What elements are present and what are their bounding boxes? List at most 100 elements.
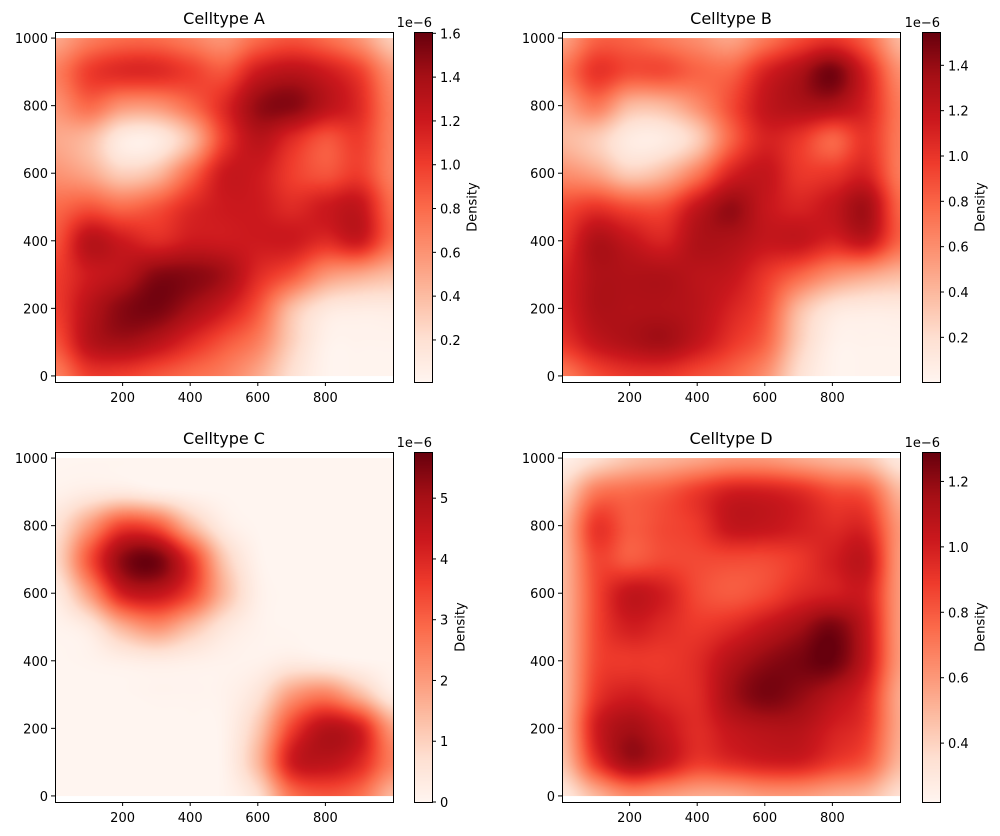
x-tick-label: 800	[820, 811, 845, 826]
subplot-title: Celltype B	[690, 9, 772, 28]
x-tick-label: 600	[752, 391, 777, 406]
subplot-celltype-b: Celltype B 200 400 600 800 0 200 400 600 800 1000 0…	[522, 9, 989, 406]
subplot-title: Celltype C	[183, 429, 265, 448]
y-tick-label: 1000	[522, 452, 555, 467]
axes-frame	[55, 32, 394, 383]
subplot-celltype-d: Celltype D 200 400 600 800 0 200 400 600 800 1000 0…	[522, 429, 989, 826]
y-tick-label: 200	[23, 302, 48, 317]
x-tick-label: 400	[178, 811, 203, 826]
colorbar-offset-text: 1e−6	[397, 436, 432, 451]
colorbar-label: Density	[974, 182, 989, 232]
colorbar-tick-label: 0.8	[948, 195, 969, 210]
colorbar-tick-label: 1	[440, 735, 448, 750]
heatmap-image	[562, 38, 900, 377]
y-tick-label: 400	[23, 655, 48, 670]
colorbar-tick-label: 0.6	[948, 241, 969, 256]
axes-frame	[55, 452, 394, 803]
colorbar-frame	[414, 452, 433, 803]
colorbar-tick-label: 0.2	[948, 331, 969, 346]
x-tick-label: 400	[685, 811, 710, 826]
y-tick-label: 1000	[522, 32, 555, 47]
y-tick-label: 800	[23, 520, 48, 535]
colorbar-label: Density	[974, 602, 989, 652]
colorbar-tick-label: 1.0	[948, 541, 969, 556]
colorbar-frame	[922, 452, 941, 803]
y-tick-label: 400	[530, 655, 555, 670]
colorbar: 0.2 0.4 0.6 0.8 1.0 1.2 1.4 1e−6 Density	[905, 16, 989, 383]
colorbar: 0.2 0.4 0.6 0.8 1.0 1.2 1.4 1.6 1e−6 Density	[397, 16, 481, 383]
colorbar: 0.4 0.6 0.8 1.0 1.2 1e−6 Density	[905, 436, 989, 803]
colorbar-offset-text: 1e−6	[397, 16, 432, 31]
colorbar-tick-label: 0.6	[948, 672, 969, 687]
x-tick-label: 200	[110, 391, 135, 406]
x-tick-label: 600	[245, 811, 270, 826]
x-tick-label: 400	[178, 391, 203, 406]
y-tick-label: 1000	[15, 452, 48, 467]
y-tick-label: 0	[547, 370, 555, 385]
y-tick-label: 400	[530, 235, 555, 250]
colorbar-tick-label: 0	[440, 796, 448, 811]
colorbar-frame	[922, 32, 941, 383]
colorbar-tick-label: 0.8	[440, 203, 461, 218]
y-tick-label: 200	[530, 302, 555, 317]
y-tick-label: 600	[530, 167, 555, 182]
colorbar-tick-label: 5	[440, 492, 448, 507]
colorbar-tick-label: 1.2	[948, 475, 969, 490]
colorbar-tick-label: 2	[440, 674, 448, 689]
colorbar-tick-label: 1.4	[440, 71, 461, 86]
colorbar-tick-label: 0.4	[440, 290, 461, 305]
y-tick-label: 800	[23, 100, 48, 115]
colorbar-tick-label: 1.0	[440, 159, 461, 174]
colorbar-tick-label: 0.8	[948, 606, 969, 621]
y-tick-label: 800	[530, 520, 555, 535]
colorbar-gradient	[414, 452, 432, 802]
colorbar-gradient	[922, 32, 940, 382]
colorbar: 0 1 2 3 4 5 1e−6 Density	[397, 436, 469, 811]
y-tick-label: 800	[530, 100, 555, 115]
colorbar-tick-label: 4	[440, 553, 448, 568]
colorbar-gradient	[922, 452, 940, 802]
y-tick-label: 200	[23, 722, 48, 737]
colorbar-tick-label: 3	[440, 614, 448, 629]
y-tick-label: 400	[23, 235, 48, 250]
x-tick-label: 400	[685, 391, 710, 406]
y-tick-label: 200	[530, 722, 555, 737]
colorbar-tick-label: 0.6	[440, 246, 461, 261]
y-tick-label: 0	[547, 790, 555, 805]
colorbar-tick-label: 1.6	[440, 27, 461, 42]
x-tick-label: 600	[245, 391, 270, 406]
axes-frame	[562, 452, 901, 803]
x-tick-label: 800	[313, 391, 338, 406]
colorbar-label: Density	[453, 602, 468, 652]
colorbar-tick-label: 0.4	[948, 737, 969, 752]
x-tick-label: 800	[313, 811, 338, 826]
y-tick-label: 1000	[15, 32, 48, 47]
subplot-celltype-a: Celltype A 200 400 600 800 0 200 400 600 800 1000 0…	[15, 9, 481, 406]
colorbar-tick-label: 1.0	[948, 150, 969, 165]
axes-frame	[562, 32, 901, 383]
subplot-celltype-c: Celltype C 200 400 600 800 0 200 400 600 800 1000 0…	[15, 429, 468, 826]
colorbar-offset-text: 1e−6	[905, 16, 940, 31]
colorbar-tick-label: 0.4	[948, 286, 969, 301]
x-tick-label: 200	[617, 811, 642, 826]
y-tick-label: 0	[40, 370, 48, 385]
y-tick-label: 600	[23, 167, 48, 182]
colorbar-frame	[414, 32, 433, 383]
heatmap-image	[562, 458, 900, 797]
x-tick-label: 200	[110, 811, 135, 826]
colorbar-tick-label: 1.4	[948, 59, 969, 74]
subplot-title: Celltype D	[689, 429, 772, 448]
colorbar-tick-label: 1.2	[948, 105, 969, 120]
y-tick-label: 600	[23, 587, 48, 602]
colorbar-offset-text: 1e−6	[905, 436, 940, 451]
colorbar-label: Density	[466, 182, 481, 232]
x-tick-label: 800	[820, 391, 845, 406]
y-tick-label: 0	[40, 790, 48, 805]
colorbar-tick-label: 0.2	[440, 334, 461, 349]
colorbar-gradient	[414, 32, 432, 382]
colorbar-tick-label: 1.2	[440, 115, 461, 130]
y-tick-label: 600	[530, 587, 555, 602]
subplot-title: Celltype A	[183, 9, 265, 28]
heatmap-image	[55, 38, 393, 377]
